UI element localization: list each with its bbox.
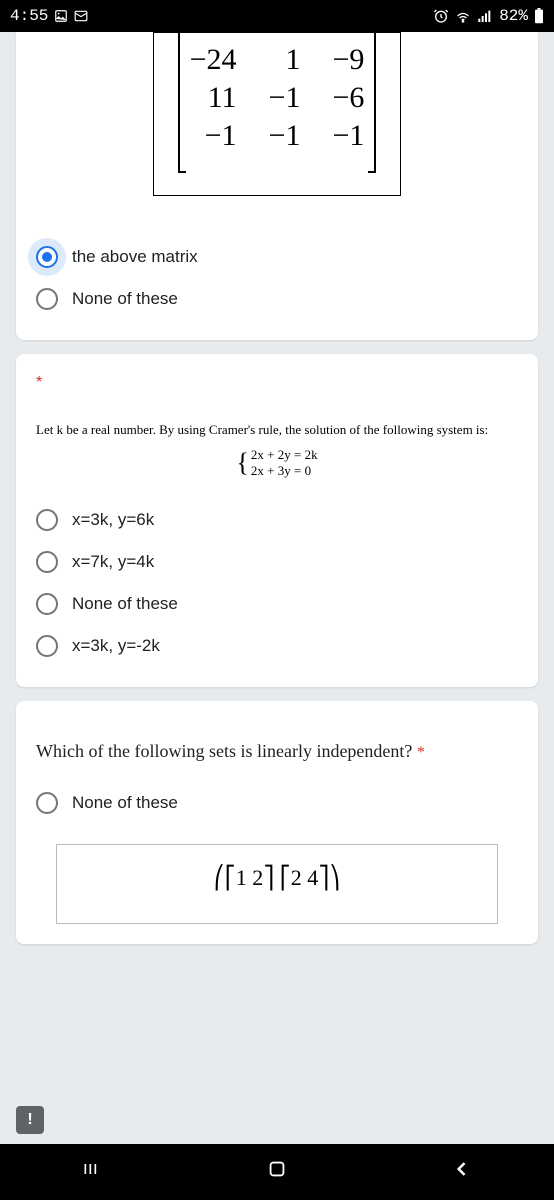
alert-icon: ! xyxy=(27,1111,32,1129)
radio-label: None of these xyxy=(72,594,178,614)
signal-icon xyxy=(477,8,493,24)
question-card-cramer: * Let k be a real number. By using Crame… xyxy=(16,354,538,687)
radio-label: the above matrix xyxy=(72,247,198,267)
matrix-cell: −9 xyxy=(316,41,380,79)
status-left: 4:55 xyxy=(10,7,88,25)
radio-option-x7k-y4k[interactable]: x=7k, y=4k xyxy=(36,541,518,583)
content-area: −24 1 −9 11 −1 −6 −1 −1 −1 xyxy=(0,32,554,944)
status-time: 4:55 xyxy=(10,7,48,25)
nav-back-button[interactable] xyxy=(422,1159,502,1185)
radio-label: x=3k, y=-2k xyxy=(72,636,160,656)
radio-label: x=7k, y=4k xyxy=(72,552,154,572)
brace-icon: { xyxy=(236,448,248,478)
radio-option-none[interactable]: None of these xyxy=(36,583,518,625)
mail-icon xyxy=(74,9,88,23)
battery-icon xyxy=(534,8,544,24)
matrix-row: −1 −1 −1 xyxy=(174,117,381,155)
radio-button[interactable] xyxy=(36,288,58,310)
radio-option-above-matrix[interactable]: the above matrix xyxy=(36,236,518,278)
question-card-linear: Which of the following sets is linearly … xyxy=(16,701,538,944)
nav-home-button[interactable] xyxy=(237,1158,317,1186)
matrix-cell: −1 xyxy=(253,117,317,155)
matrix-row: 11 −1 −6 xyxy=(174,79,381,117)
question-heading: Which of the following sets is linearly … xyxy=(36,741,518,762)
alarm-icon xyxy=(433,8,449,24)
navigation-bar xyxy=(0,1144,554,1200)
radio-button[interactable] xyxy=(36,551,58,573)
radio-label: None of these xyxy=(72,793,178,813)
matrix-container: −24 1 −9 11 −1 −6 −1 −1 −1 xyxy=(36,32,518,196)
radio-button[interactable] xyxy=(36,635,58,657)
radio-option-none[interactable]: None of these xyxy=(36,782,518,824)
nav-recent-button[interactable] xyxy=(52,1159,132,1185)
partial-matrix-image: ⎛⎡1 2⎤ ⎡2 4⎤⎞ xyxy=(56,844,498,924)
status-bar: 4:55 82% xyxy=(0,0,554,32)
image-icon xyxy=(54,9,68,23)
matrix-cell: 1 xyxy=(253,41,317,79)
wifi-icon xyxy=(455,8,471,24)
radio-button[interactable] xyxy=(36,246,58,268)
matrix-cell: −24 xyxy=(174,41,253,79)
equation-block: { 2x + 2y = 2k 2x + 3y = 0 xyxy=(36,447,518,479)
radio-option-none[interactable]: None of these xyxy=(36,278,518,320)
question-heading-text: Which of the following sets is linearly … xyxy=(36,741,412,761)
radio-option-x3k-y6k[interactable]: x=3k, y=6k xyxy=(36,499,518,541)
matrix-row: −24 1 −9 xyxy=(174,41,381,79)
question-text: Let k be a real number. By using Cramer'… xyxy=(36,422,518,439)
radio-button[interactable] xyxy=(36,593,58,615)
radio-label: x=3k, y=6k xyxy=(72,510,154,530)
radio-label: None of these xyxy=(72,289,178,309)
matrix-cell: −1 xyxy=(316,117,380,155)
matrix-table: −24 1 −9 11 −1 −6 −1 −1 −1 xyxy=(174,41,381,155)
matrix-cell: −1 xyxy=(174,117,253,155)
matrix-cell: −6 xyxy=(316,79,380,117)
matrix-cell: −1 xyxy=(253,79,317,117)
matrix-box: −24 1 −9 11 −1 −6 −1 −1 −1 xyxy=(153,32,402,196)
question-card-matrix: −24 1 −9 11 −1 −6 −1 −1 −1 xyxy=(16,32,538,340)
status-right: 82% xyxy=(433,7,544,25)
alert-badge[interactable]: ! xyxy=(16,1106,44,1134)
radio-button[interactable] xyxy=(36,792,58,814)
equation-line: 2x + 2y = 2k xyxy=(251,447,318,463)
equation-line: 2x + 3y = 0 xyxy=(251,463,318,479)
battery-pct: 82% xyxy=(499,7,528,25)
matrix-cell: 11 xyxy=(174,79,253,117)
radio-option-x3k-yn2k[interactable]: x=3k, y=-2k xyxy=(36,625,518,667)
radio-button[interactable] xyxy=(36,509,58,531)
required-mark: * xyxy=(36,374,42,391)
required-mark: * xyxy=(417,744,425,761)
